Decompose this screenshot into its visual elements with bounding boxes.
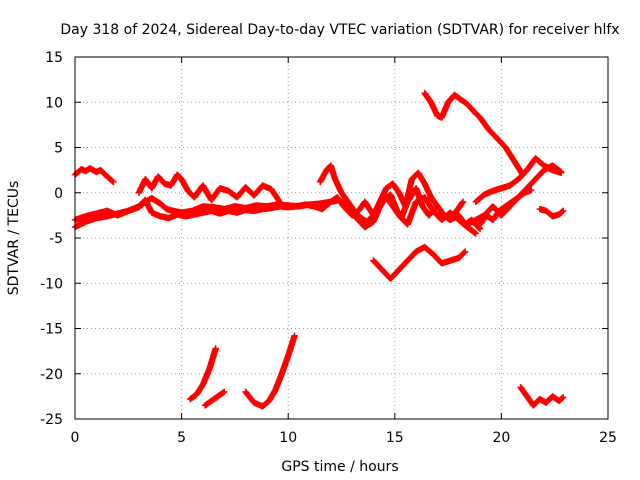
y-tick-label: -20 [40, 367, 63, 383]
y-tick-label: 0 [54, 186, 63, 202]
data-point [528, 186, 535, 194]
data-point [212, 345, 219, 352]
series-late-band [316, 162, 467, 225]
series-main-band-b [71, 191, 480, 237]
y-tick-label: -5 [49, 231, 63, 247]
series-right-tail [536, 205, 567, 220]
x-tick-label: 0 [71, 430, 80, 446]
series-midday-bumps [135, 171, 283, 205]
data-point [560, 207, 567, 215]
data-point [461, 249, 468, 256]
axis-ticks: 0 5 10 15 20 25 15 10 5 0 -5 -10 -15 -20 -25 [40, 50, 617, 446]
x-tick-label: 15 [386, 430, 404, 446]
data-point [471, 229, 479, 236]
data-point [221, 388, 228, 396]
x-tick-label: 5 [177, 430, 186, 446]
series-bottom-right [517, 384, 567, 409]
series-bottom-arc-1 [186, 345, 219, 403]
y-tick-label: 5 [54, 141, 63, 157]
series-bottom-arc-3 [242, 332, 298, 410]
series-high-arc [421, 90, 526, 178]
data-point [472, 230, 480, 237]
data-point [276, 198, 283, 205]
data-points [71, 90, 567, 410]
series-bottom-arc-2 [201, 388, 228, 409]
chart-title: Day 318 of 2024, Sidereal Day-to-day VTE… [60, 22, 619, 38]
y-tick-label: -15 [40, 322, 63, 338]
data-point [557, 169, 565, 177]
data-point [461, 248, 469, 255]
y-tick-label: 10 [45, 95, 63, 111]
x-axis-label: GPS time / hours [281, 459, 398, 475]
x-tick-label: 10 [279, 430, 297, 446]
data-point [559, 208, 566, 215]
x-tick-label: 20 [492, 430, 510, 446]
x-tick-label: 25 [599, 430, 617, 446]
series-upper-right [472, 155, 565, 205]
series-early-arc [71, 165, 117, 186]
y-tick-label: 15 [45, 50, 63, 66]
data-point [559, 394, 566, 402]
data-point [560, 394, 567, 401]
data-point [110, 178, 117, 186]
series-valley-arc [370, 243, 469, 282]
y-tick-label: -10 [40, 276, 63, 292]
data-point [291, 332, 298, 339]
data-point [459, 198, 467, 205]
y-axis-label: SDTVAR / TECUs [6, 181, 22, 296]
data-point [109, 177, 116, 185]
data-point [476, 224, 483, 232]
series-right-lower [476, 186, 535, 228]
y-tick-label: -25 [40, 412, 63, 428]
